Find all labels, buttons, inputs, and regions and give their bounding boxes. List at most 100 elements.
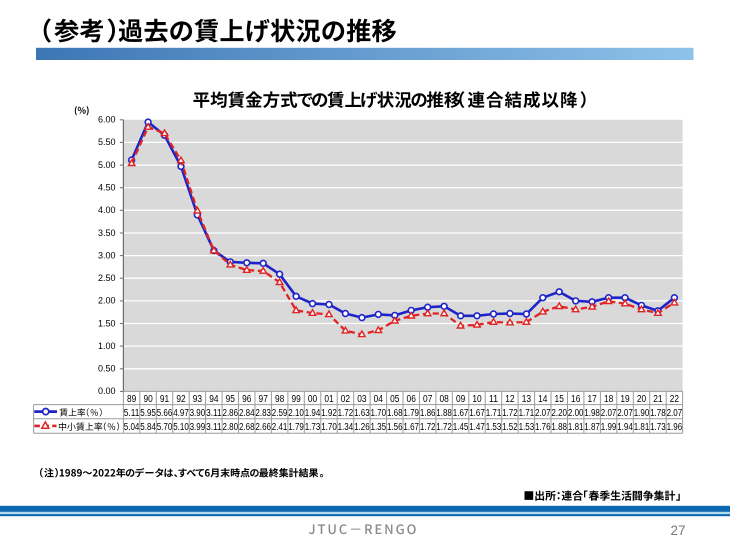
- svg-text:89: 89: [127, 394, 137, 405]
- svg-text:92: 92: [176, 394, 186, 405]
- svg-text:1.73: 1.73: [650, 422, 666, 433]
- svg-text:1.70: 1.70: [371, 408, 387, 419]
- svg-text:5.11: 5.11: [124, 408, 140, 419]
- svg-text:2.07: 2.07: [601, 408, 617, 419]
- svg-text:3.50: 3.50: [98, 228, 116, 238]
- svg-text:12: 12: [505, 394, 515, 405]
- svg-text:1.56: 1.56: [387, 422, 403, 433]
- svg-text:1.79: 1.79: [403, 408, 419, 419]
- svg-text:1.88: 1.88: [551, 422, 567, 433]
- svg-text:1.45: 1.45: [453, 422, 469, 433]
- svg-text:2.00: 2.00: [98, 296, 116, 306]
- svg-text:27: 27: [670, 523, 685, 538]
- svg-text:1.72: 1.72: [502, 408, 518, 419]
- svg-text:97: 97: [259, 394, 269, 405]
- svg-text:94: 94: [209, 394, 219, 405]
- svg-text:1.71: 1.71: [519, 408, 535, 419]
- svg-text:06: 06: [407, 394, 417, 405]
- svg-text:13: 13: [522, 394, 532, 405]
- svg-text:22: 22: [670, 394, 680, 405]
- svg-text:2.10: 2.10: [288, 408, 304, 419]
- svg-text:1.81: 1.81: [634, 422, 650, 433]
- svg-text:2.83: 2.83: [255, 408, 271, 419]
- svg-text:1.94: 1.94: [305, 408, 321, 419]
- svg-text:1.67: 1.67: [403, 422, 419, 433]
- svg-text:1.53: 1.53: [486, 422, 502, 433]
- svg-text:1.88: 1.88: [436, 408, 452, 419]
- svg-text:5.95: 5.95: [140, 408, 156, 419]
- svg-text:3.90: 3.90: [190, 408, 206, 419]
- svg-text:10: 10: [472, 394, 482, 405]
- svg-text:1.63: 1.63: [354, 408, 370, 419]
- svg-text:1.92: 1.92: [321, 408, 337, 419]
- svg-text:2.59: 2.59: [272, 408, 288, 419]
- svg-text:1.71: 1.71: [486, 408, 502, 419]
- svg-text:1.34: 1.34: [338, 422, 354, 433]
- svg-text:2.84: 2.84: [239, 408, 255, 419]
- svg-text:1.52: 1.52: [502, 422, 518, 433]
- svg-text:5.66: 5.66: [157, 408, 173, 419]
- svg-text:21: 21: [653, 394, 663, 405]
- svg-text:3.00: 3.00: [98, 250, 116, 260]
- svg-text:2.86: 2.86: [223, 408, 239, 419]
- svg-text:1.87: 1.87: [584, 422, 600, 433]
- svg-text:93: 93: [193, 394, 203, 405]
- svg-text:0.00: 0.00: [98, 386, 116, 396]
- svg-text:98: 98: [275, 394, 285, 405]
- svg-text:0.50: 0.50: [98, 364, 116, 374]
- svg-text:1.26: 1.26: [354, 422, 370, 433]
- svg-text:1.96: 1.96: [667, 422, 683, 433]
- svg-text:15: 15: [555, 394, 565, 405]
- svg-text:1.73: 1.73: [305, 422, 321, 433]
- svg-text:07: 07: [423, 394, 433, 405]
- svg-text:1.79: 1.79: [288, 422, 304, 433]
- svg-text:3.11: 3.11: [206, 422, 222, 433]
- svg-text:1.99: 1.99: [601, 422, 617, 433]
- svg-text:11: 11: [489, 394, 499, 405]
- svg-text:2.66: 2.66: [255, 422, 271, 433]
- svg-text:20: 20: [637, 394, 647, 405]
- svg-text:1.68: 1.68: [387, 408, 403, 419]
- svg-text:3.99: 3.99: [190, 422, 206, 433]
- svg-text:95: 95: [226, 394, 236, 405]
- svg-text:2.20: 2.20: [551, 408, 567, 419]
- svg-text:17: 17: [587, 394, 597, 405]
- svg-text:1.50: 1.50: [98, 318, 116, 328]
- svg-text:4.50: 4.50: [98, 183, 116, 193]
- svg-text:04: 04: [374, 394, 384, 405]
- svg-text:5.04: 5.04: [124, 422, 140, 433]
- svg-text:00: 00: [308, 394, 318, 405]
- svg-text:05: 05: [390, 394, 400, 405]
- svg-text:3.11: 3.11: [206, 408, 222, 419]
- svg-text:5.70: 5.70: [157, 422, 173, 433]
- svg-text:2.50: 2.50: [98, 273, 116, 283]
- svg-text:03: 03: [357, 394, 367, 405]
- svg-text:1.90: 1.90: [634, 408, 650, 419]
- svg-text:1.70: 1.70: [321, 422, 337, 433]
- svg-text:14: 14: [538, 394, 548, 405]
- svg-text:1.35: 1.35: [371, 422, 387, 433]
- svg-text:1.81: 1.81: [568, 422, 584, 433]
- svg-text:1.78: 1.78: [650, 408, 666, 419]
- svg-text:1.72: 1.72: [436, 422, 452, 433]
- svg-text:1.00: 1.00: [98, 341, 116, 351]
- svg-text:1.67: 1.67: [469, 408, 485, 419]
- svg-text:18: 18: [604, 394, 614, 405]
- svg-text:1.72: 1.72: [420, 422, 436, 433]
- svg-text:01: 01: [324, 394, 334, 405]
- svg-text:99: 99: [291, 394, 301, 405]
- svg-text:91: 91: [160, 394, 170, 405]
- svg-text:16: 16: [571, 394, 581, 405]
- svg-text:19: 19: [620, 394, 630, 405]
- svg-text:5.50: 5.50: [98, 137, 116, 147]
- svg-text:6.00: 6.00: [98, 115, 116, 125]
- svg-text:4.00: 4.00: [98, 205, 116, 215]
- svg-text:1.86: 1.86: [420, 408, 436, 419]
- svg-text:4.97: 4.97: [173, 408, 189, 419]
- svg-text:96: 96: [242, 394, 252, 405]
- svg-text:1.67: 1.67: [453, 408, 469, 419]
- svg-text:2.07: 2.07: [535, 408, 551, 419]
- svg-text:08: 08: [439, 394, 449, 405]
- svg-text:2.68: 2.68: [239, 422, 255, 433]
- svg-text:5.10: 5.10: [173, 422, 189, 433]
